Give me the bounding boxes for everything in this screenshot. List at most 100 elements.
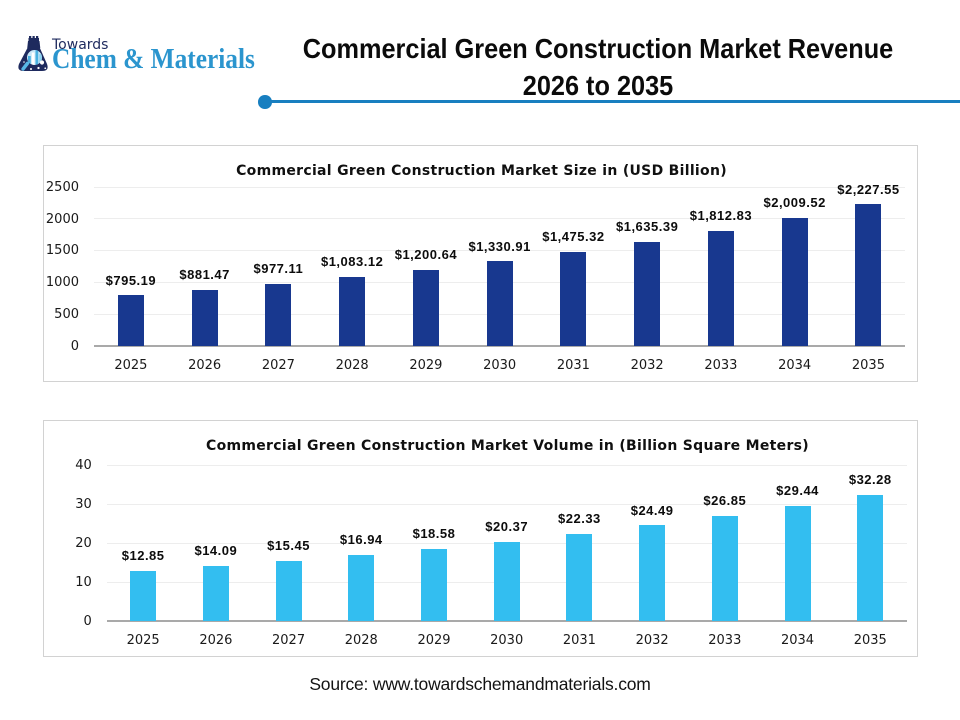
x-axis-tick-label: 2028 [344, 633, 378, 649]
page-title-line1: Commercial Green Construction Market Rev… [302, 33, 894, 64]
bar-2028 [348, 554, 375, 621]
bar-value-label: $16.94 [339, 532, 383, 548]
bar-2030 [486, 261, 513, 346]
y-axis-tick-label: 500 [54, 307, 79, 322]
bar-2027 [265, 283, 292, 346]
x-axis-tick-label: 2035 [853, 633, 887, 649]
x-axis-tick-label: 2030 [483, 358, 517, 374]
x-axis-tick-label: 2031 [562, 633, 596, 649]
page-title: Commercial Green Construction Market Rev… [262, 31, 934, 104]
x-axis-tick-label: 2027 [272, 633, 306, 649]
bar-2025 [130, 570, 157, 621]
y-axis-tick-label: 0 [83, 613, 92, 629]
y-axis-tick-label: 1000 [45, 275, 79, 291]
x-axis-tick-label: 2033 [708, 633, 742, 649]
bar-value-label: $14.09 [194, 543, 238, 559]
bar-value-label: $1,635.39 [615, 219, 679, 235]
x-axis-tick-label: 2025 [114, 358, 148, 374]
bar-2026 [202, 566, 229, 621]
y-axis-tick-label: 10 [75, 574, 92, 590]
bar-2034 [781, 218, 808, 346]
bar-value-label: $977.11 [253, 261, 304, 277]
gridline-1500 [94, 250, 906, 252]
bar-value-label: $881.47 [179, 267, 230, 283]
title-divider-dot [258, 95, 272, 109]
x-axis-tick-label: 2032 [630, 358, 664, 374]
flask-icon [18, 36, 48, 71]
bar-value-label: $12.85 [121, 548, 165, 564]
bar-value-label: $1,200.64 [394, 246, 458, 262]
bar-value-label: $1,083.12 [320, 254, 384, 270]
y-axis-tick-label: 20 [75, 535, 92, 551]
y-axis-tick-label: 2500 [45, 179, 79, 195]
gridline-2500 [94, 186, 906, 188]
x-axis-tick-label: 2033 [704, 358, 738, 374]
bar-2032 [634, 241, 661, 346]
bar-value-label: $1,812.83 [689, 207, 753, 223]
bar-value-label: $20.37 [485, 518, 529, 534]
bar-2029 [420, 548, 447, 621]
x-axis-tick-label: 2034 [778, 358, 812, 374]
y-axis-tick-label: 30 [75, 496, 92, 512]
bar-2033 [707, 230, 734, 346]
gridline-2000 [94, 218, 906, 220]
bar-2029 [412, 269, 439, 346]
x-axis-tick-label: 2028 [335, 358, 369, 374]
title-divider-line [263, 99, 960, 104]
x-axis-tick-label: 2029 [409, 358, 443, 374]
bar-2032 [639, 525, 666, 621]
bar-value-label: $22.33 [558, 511, 601, 527]
logo: Towards Chem & Materials [0, 0, 260, 100]
gridline-40 [106, 464, 907, 466]
bar-value-label: $1,330.91 [468, 238, 531, 254]
logo-brand-bottom: Chem & Materials [52, 44, 255, 75]
bar-2031 [560, 252, 587, 346]
x-axis-tick-label: 2026 [199, 633, 233, 649]
bar-value-label: $32.28 [848, 472, 892, 488]
chart-panel-market-volume: Commercial Green Construction Market Vol… [43, 420, 918, 657]
bar-value-label: $24.49 [630, 502, 674, 518]
bar-2026 [191, 289, 218, 346]
x-axis-tick-label: 2035 [851, 358, 885, 374]
bar-value-label: $1,475.32 [542, 229, 605, 245]
x-axis-tick-label: 2030 [490, 633, 524, 649]
bar-value-label: $29.44 [776, 483, 819, 499]
page-title-line2: 2026 to 2035 [522, 69, 674, 101]
logo-brand-top: Towards [52, 36, 109, 53]
bar-2030 [493, 541, 520, 621]
x-axis-line [106, 620, 907, 622]
bar-value-label: $2,009.52 [763, 195, 826, 211]
x-axis-tick-label: 2026 [188, 358, 222, 374]
x-axis-tick-label: 2034 [780, 633, 815, 649]
gridline-30 [106, 503, 907, 505]
x-axis-tick-label: 2029 [417, 633, 451, 649]
bar-value-label: $795.19 [105, 272, 157, 288]
source-text: Source: www.towardschemandmaterials.com [309, 674, 651, 694]
chart-panel-market-size: Commercial Green Construction Market Siz… [43, 145, 918, 382]
y-axis-tick-label: 1500 [45, 243, 79, 259]
bar-value-label: $26.85 [703, 493, 747, 509]
bar-value-label: $2,227.55 [837, 181, 900, 197]
chart1-title: Commercial Green Construction Market Siz… [236, 163, 727, 179]
bar-2033 [711, 516, 738, 621]
bar-value-label: $18.58 [412, 525, 456, 541]
x-axis-tick-label: 2031 [556, 358, 590, 374]
chart1-plot-area: 0 500 1000 1500 2000 2500 $795.19 2025 $881.47 20… [44, 146, 917, 381]
bar-2028 [339, 277, 366, 346]
chart2-plot-area: 0 10 20 30 40 $12.85 2025 $14.09 2026 $15.45 2027 $… [44, 421, 917, 656]
x-axis-tick-label: 2025 [126, 633, 160, 649]
bar-2027 [275, 560, 302, 621]
x-axis-tick-label: 2032 [635, 633, 669, 649]
bar-2031 [566, 533, 593, 621]
bar-2035 [855, 204, 882, 346]
chart2-title: Commercial Green Construction Market Vol… [205, 438, 810, 454]
bar-value-label: $15.45 [267, 537, 310, 553]
bar-2025 [117, 295, 144, 346]
x-axis-line [94, 345, 906, 347]
bar-2035 [857, 495, 884, 621]
y-axis-tick-label: 40 [75, 457, 92, 473]
y-axis-tick-label: 0 [70, 338, 79, 354]
bar-2034 [784, 506, 811, 621]
x-axis-tick-label: 2027 [261, 358, 295, 374]
